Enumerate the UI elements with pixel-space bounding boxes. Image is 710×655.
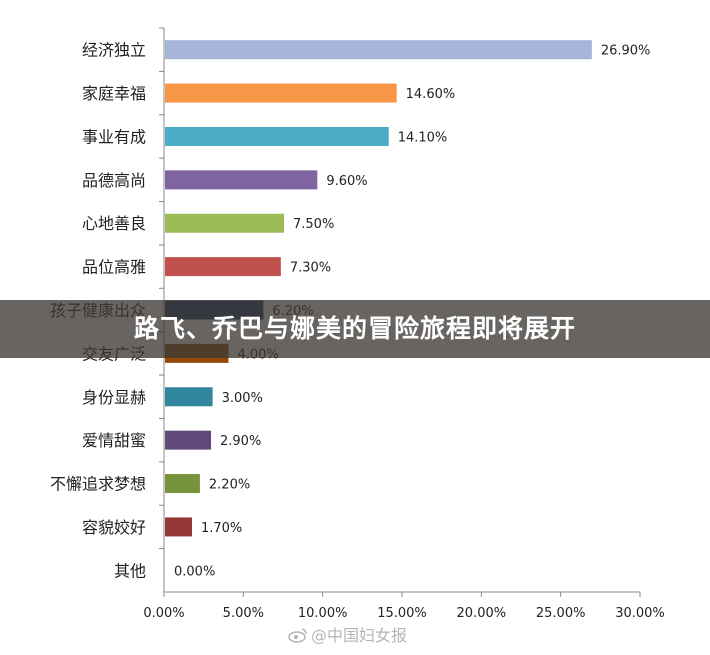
x-tick-label: 10.00% <box>298 606 348 621</box>
category-label: 经济独立 <box>82 41 146 60</box>
x-tick-label: 30.00% <box>615 606 665 621</box>
category-label: 品德高尚 <box>82 171 146 190</box>
data-label: 0.00% <box>174 564 215 579</box>
bar <box>165 257 281 277</box>
bar <box>165 126 389 146</box>
data-label: 7.50% <box>293 217 334 232</box>
data-label: 14.10% <box>398 130 448 145</box>
category-label: 身份显赫 <box>82 388 146 407</box>
bar <box>165 430 212 450</box>
x-tick-label: 25.00% <box>536 606 586 621</box>
data-label: 2.20% <box>209 478 250 493</box>
x-tick-label: 5.00% <box>223 606 264 621</box>
category-label: 事业有成 <box>82 127 146 146</box>
x-tick-label: 15.00% <box>377 606 427 621</box>
bar <box>165 474 200 494</box>
data-label: 2.90% <box>220 434 261 449</box>
data-label: 14.60% <box>406 87 456 102</box>
data-label: 1.70% <box>201 521 242 536</box>
bar <box>165 517 192 537</box>
bar <box>165 83 397 103</box>
category-label: 品位高雅 <box>82 258 146 277</box>
data-label: 26.90% <box>601 44 651 59</box>
category-label: 心地善良 <box>82 214 146 233</box>
category-label: 不懈追求梦想 <box>50 475 146 494</box>
data-label: 3.00% <box>222 391 263 406</box>
x-tick-label: 0.00% <box>143 606 184 621</box>
x-tick-label: 20.00% <box>457 606 507 621</box>
watermark: @中国妇女报 <box>288 624 407 648</box>
category-label: 家庭幸福 <box>82 84 146 103</box>
category-label: 爱情甜蜜 <box>82 431 146 450</box>
bar <box>165 170 318 190</box>
data-label: 7.30% <box>290 261 331 276</box>
bar <box>165 40 592 60</box>
watermark-text: @中国妇女报 <box>311 626 408 645</box>
title-banner <box>0 300 710 358</box>
bar <box>165 387 213 407</box>
data-label: 9.60% <box>326 174 367 189</box>
weibo-icon <box>288 628 307 643</box>
category-label: 容貌姣好 <box>82 518 146 537</box>
bar <box>165 213 284 233</box>
banner-title: 路飞、乔巴与娜美的冒险旅程即将展开 <box>133 314 576 343</box>
category-label: 其他 <box>114 561 146 580</box>
